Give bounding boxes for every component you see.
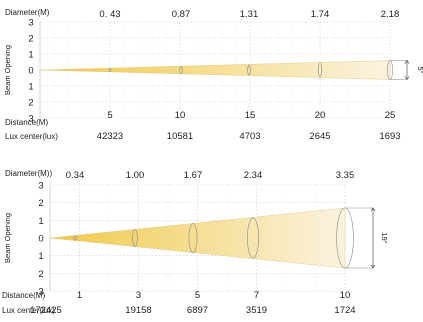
beam-ellipse [132, 229, 138, 247]
beam-ellipse [108, 68, 112, 72]
y-tick-label: 3 [38, 287, 43, 298]
distance-value: 5 [107, 110, 112, 121]
lux-label: Lux center(lux) [5, 132, 58, 141]
diameter-value: 1.74 [311, 9, 330, 20]
beam-ellipse [73, 235, 77, 241]
distance-value: 7 [254, 290, 259, 301]
lux-value: 172425 [30, 305, 62, 316]
distance-value: 25 [385, 110, 396, 121]
lux-value: 4703 [239, 131, 260, 142]
lux-value: 19158 [125, 305, 151, 316]
distance-value: 10 [340, 290, 351, 301]
y-tick-label: 0 [38, 234, 43, 245]
beam-ellipse [317, 63, 323, 77]
beam-ellipse [179, 66, 183, 74]
diameter-value: 2.18 [381, 9, 400, 20]
distance-label: Distance(M) [2, 291, 45, 300]
diameter-value: 0. 43 [99, 9, 120, 20]
chart-narrow-beam: Diameter(M) 0. 43 0.87 1.31 1.74 2.1832101235… [3, 8, 423, 142]
y-tick-label: 2 [38, 198, 43, 209]
arrow-head-bottom [404, 76, 410, 81]
diameter-label: Diameter(M)) [5, 169, 52, 178]
y-tick-label: 1 [38, 251, 43, 262]
diameter-value: 1.31 [240, 9, 259, 20]
arrow-head-top [404, 59, 410, 64]
lux-value: 6897 [187, 305, 208, 316]
beam-cone [49, 207, 346, 269]
beam-angle-label: 5° [416, 66, 423, 73]
y-tick-label: 3 [28, 18, 33, 29]
lux-value: 10581 [167, 131, 193, 142]
distance-value: 20 [315, 110, 326, 121]
distance-value: 15 [245, 110, 256, 121]
y-tick-label: 2 [38, 269, 43, 280]
y-tick-label: 1 [28, 50, 33, 61]
distance-label: Distance(M) [5, 118, 48, 127]
beam-ellipse [247, 64, 251, 76]
lux-value: 2645 [309, 131, 330, 142]
lux-label: Lux center(lux) [2, 306, 55, 315]
lux-value: 3519 [246, 305, 267, 316]
y-axis-label: Beam Opening [3, 213, 12, 263]
diameter-value: 1.67 [184, 170, 203, 181]
diameter-value: 0.87 [172, 9, 191, 20]
beam-cone [39, 60, 391, 80]
lux-value: 1693 [379, 131, 400, 142]
diameter-value: 2.34 [244, 170, 263, 181]
diameter-value: 0.34 [66, 170, 85, 181]
y-tick-label: 3 [28, 114, 33, 125]
distance-value: 5 [195, 290, 200, 301]
beam-angle-label: 19° [380, 232, 389, 243]
beam-ellipse [247, 217, 259, 259]
diameter-value: 3.35 [336, 170, 355, 181]
distance-value: 1 [77, 290, 82, 301]
lux-value: 42323 [97, 131, 123, 142]
y-tick-label: 1 [28, 82, 33, 93]
y-tick-label: 1 [38, 216, 43, 227]
lux-value: 1724 [334, 305, 355, 316]
y-axis-label: Beam Opening [3, 45, 12, 95]
diameter-value: 1.00 [126, 170, 145, 181]
y-tick-label: 3 [38, 181, 43, 192]
distance-value: 3 [136, 290, 141, 301]
distance-value: 10 [175, 110, 186, 121]
beam-ellipse [188, 223, 198, 253]
arrow-head-top [370, 207, 376, 212]
chart-wide-beam: Diameter(M)) 0.34 1.00 1.67 2.34 3.3532101231… [2, 169, 389, 316]
y-tick-label: 2 [28, 98, 33, 109]
diameter-label: Diameter(M) [5, 8, 50, 17]
arrow-head-bottom [370, 264, 376, 269]
y-tick-label: 2 [28, 34, 33, 45]
y-tick-label: 0 [28, 66, 33, 77]
